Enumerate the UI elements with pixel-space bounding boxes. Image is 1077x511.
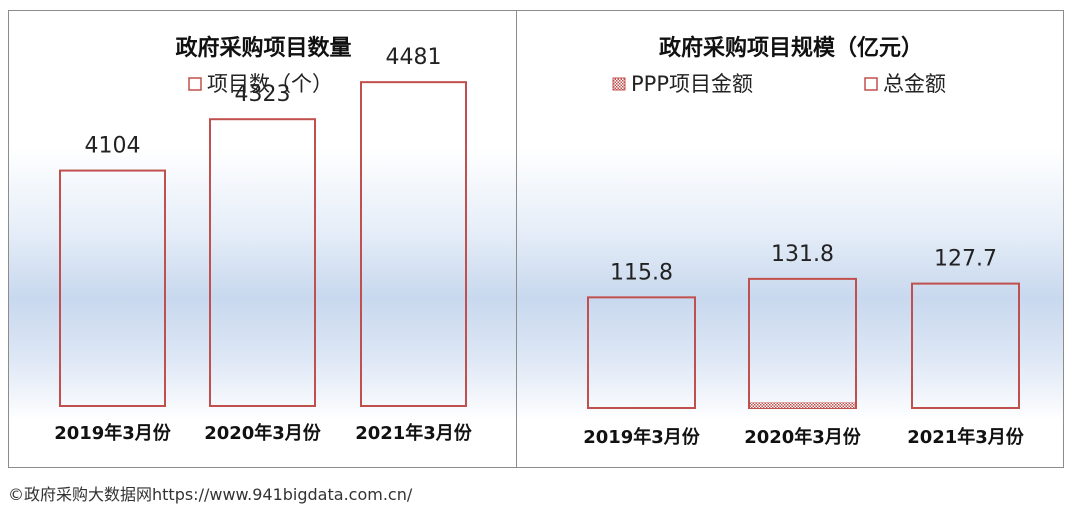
category-label: 2019年3月份 <box>583 426 701 448</box>
bar-project-count <box>360 81 467 408</box>
category-label: 2020年3月份 <box>204 422 322 444</box>
bars-group: 4104 2019年3月份 4323 2020年3月份 4481 2021年3月份 <box>54 45 473 444</box>
category-label: 2020年3月份 <box>744 426 862 448</box>
category-label: 2021年3月份 <box>355 422 473 444</box>
legend-swatch-total <box>864 77 878 91</box>
value-label: 4323 <box>235 82 291 107</box>
legend-label-total: 总金额 <box>883 72 946 96</box>
legend-label-ppp: PPP项目金额 <box>631 72 753 96</box>
bar-total-amount <box>748 277 857 409</box>
chart-panel-project-scale: 政府采购项目规模（亿元） PPP项目金额 总金额 115.8 2019年3月份 13… <box>516 10 1064 468</box>
legend-label-project-count: 项目数（个） <box>207 72 333 96</box>
project-scale-chart: 政府采购项目规模（亿元） PPP项目金额 总金额 115.8 2019年3月份 13… <box>583 35 1025 448</box>
chart-title: 政府采购项目规模（亿元） <box>659 35 923 61</box>
bar-total-amount <box>587 296 696 410</box>
value-label: 115.8 <box>610 260 673 285</box>
bar-total-amount <box>911 282 1020 410</box>
bar-ppp-amount <box>750 402 855 408</box>
category-label: 2021年3月份 <box>907 426 1025 448</box>
value-label: 4104 <box>85 134 141 159</box>
value-label: 131.8 <box>771 242 834 267</box>
chart-panel-project-count: 政府采购项目数量 项目数（个） 4104 2019年3月份 4323 2020年3月份… <box>8 10 517 468</box>
bars-group: 115.8 2019年3月份 131.8 2020年3月份 127.7 2021年3月份 <box>583 242 1025 448</box>
value-label: 127.7 <box>934 247 997 272</box>
bar-project-count <box>59 169 166 407</box>
category-label: 2019年3月份 <box>54 422 172 444</box>
legend-swatch-project-count <box>188 77 202 91</box>
chart-title: 政府采购项目数量 <box>175 35 351 61</box>
source-footer: ©政府采购大数据网https://www.941bigdata.com.cn/ <box>8 485 413 504</box>
legend-swatch-ppp <box>612 77 626 91</box>
value-label: 4481 <box>386 45 442 70</box>
bar-project-count <box>209 118 316 407</box>
project-count-chart: 政府采购项目数量 项目数（个） 4104 2019年3月份 4323 2020年3月份… <box>54 35 473 444</box>
